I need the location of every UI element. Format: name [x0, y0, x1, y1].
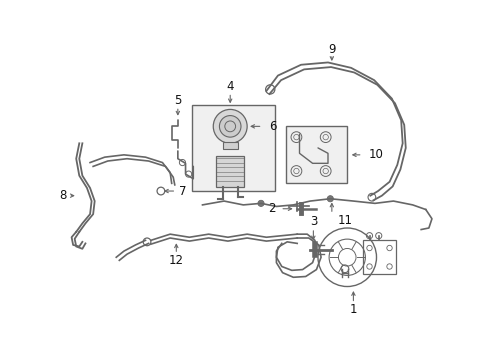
Text: 2: 2 — [267, 202, 275, 215]
Text: 9: 9 — [327, 43, 335, 56]
Text: 12: 12 — [168, 254, 183, 267]
Bar — [363, 240, 395, 274]
Circle shape — [219, 116, 241, 137]
Text: 8: 8 — [59, 189, 66, 202]
Text: 4: 4 — [226, 80, 233, 93]
Circle shape — [257, 200, 264, 206]
Text: 1: 1 — [349, 303, 356, 316]
Text: 6: 6 — [268, 120, 276, 133]
Bar — [216, 156, 244, 187]
Bar — [222, 142, 238, 149]
Bar — [191, 105, 274, 191]
Text: 5: 5 — [174, 94, 181, 107]
Circle shape — [326, 195, 333, 202]
Bar — [285, 126, 346, 183]
Text: 7: 7 — [179, 185, 186, 198]
Text: 10: 10 — [368, 148, 383, 161]
Text: 11: 11 — [337, 214, 351, 227]
Text: 3: 3 — [309, 215, 316, 228]
Circle shape — [213, 109, 246, 143]
